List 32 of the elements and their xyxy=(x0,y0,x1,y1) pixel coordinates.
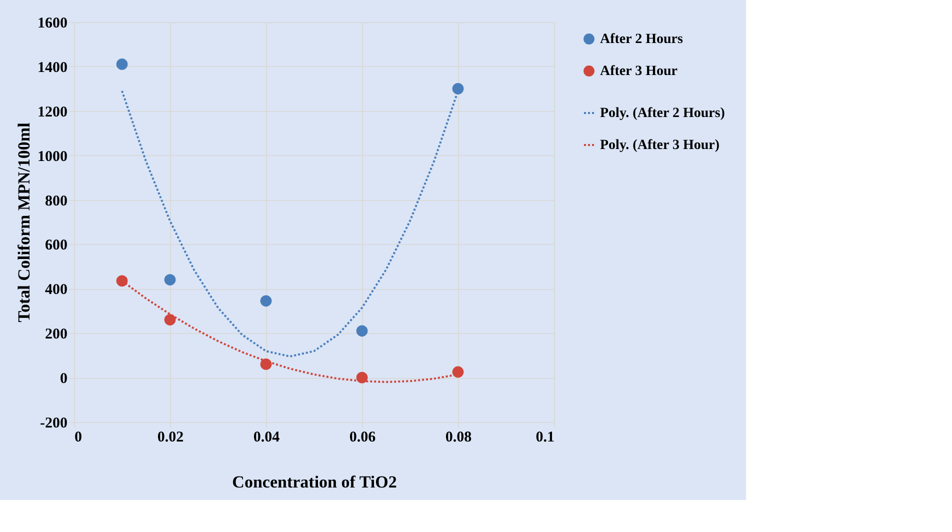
y-tick-label: 0 xyxy=(60,371,68,388)
y-tick-label: 1200 xyxy=(38,104,68,120)
point xyxy=(356,372,368,384)
y-tick-label: 200 xyxy=(45,326,68,343)
point xyxy=(116,58,128,70)
y-tick-label: 1600 xyxy=(38,16,68,32)
point xyxy=(452,82,464,94)
y-tick-label: 800 xyxy=(45,193,68,210)
x-tick-label: 0 xyxy=(74,430,82,446)
point xyxy=(260,295,272,307)
x-tick-label: 0.08 xyxy=(445,430,472,446)
x-tick-label: 0.02 xyxy=(157,430,184,446)
legend-label: After 2 Hours xyxy=(600,32,684,47)
point xyxy=(164,314,176,326)
point xyxy=(452,366,464,378)
point xyxy=(116,275,128,287)
y-tick-label: 1400 xyxy=(38,60,68,76)
y-tick-label: -200 xyxy=(40,416,68,432)
point xyxy=(164,274,176,286)
legend-label: Poly. (After 3 Hour) xyxy=(600,138,720,153)
x-tick-label: 0.1 xyxy=(536,430,554,446)
point xyxy=(260,358,272,370)
y-tick-label: 600 xyxy=(45,238,68,254)
y-axis-title: Total Coliform MPN/100ml xyxy=(14,122,34,322)
y-tick-label: 400 xyxy=(45,282,68,298)
y-tick-label: 1000 xyxy=(38,148,68,165)
legend-label: After 3 Hour xyxy=(600,64,678,79)
x-tick-label: 0.06 xyxy=(349,430,376,446)
x-axis-title: Concentration of TiO2 xyxy=(232,472,397,492)
x-tick-label: 0.04 xyxy=(253,430,280,446)
legend-label: Poly. (After 2 Hours) xyxy=(600,106,726,121)
point xyxy=(356,325,368,337)
